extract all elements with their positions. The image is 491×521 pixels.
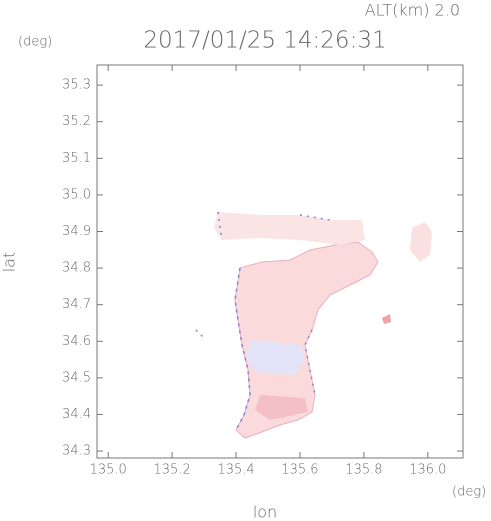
echo-edge (195, 211, 331, 396)
y-tick-label: 34.8 (62, 261, 91, 276)
y-tick-label: 35.0 (62, 187, 91, 202)
y-tick-label: 35.2 (62, 114, 91, 129)
x-axis-label: lon (253, 503, 277, 521)
y-axis-label: lat (0, 252, 19, 273)
x-tick-label: 135.6 (281, 463, 318, 478)
y-tick-label: 34.4 (62, 407, 91, 422)
chart-title: 2017/01/25 14:26:31 (143, 28, 386, 54)
y-tick-label: 34.7 (62, 297, 91, 312)
x-tick-label: 136.0 (409, 463, 446, 478)
echo-region (255, 395, 308, 420)
echo-region (410, 222, 432, 262)
altitude-label: ALT(km) 2.0 (365, 1, 460, 20)
y-tick-label: 34.6 (62, 334, 91, 349)
echo-region (214, 212, 365, 245)
echo-region (246, 340, 305, 375)
echo-field (195, 211, 432, 439)
y-tick-label: 34.9 (62, 224, 91, 239)
y-tick-label: 35.1 (62, 151, 91, 166)
y-tick-label: 34.3 (62, 444, 91, 459)
x-unit: (deg) (452, 485, 486, 500)
x-tick-label: 135.4 (217, 463, 254, 478)
echo-region (382, 314, 391, 324)
x-tick-label: 135.2 (154, 463, 191, 478)
echo-edge (234, 267, 251, 431)
y-tick-label: 34.5 (62, 370, 91, 385)
y-unit: (deg) (18, 35, 52, 50)
x-tick-label: 135.8 (345, 463, 382, 478)
plot-frame (96, 64, 464, 459)
x-tick-label: 135.0 (90, 463, 127, 478)
y-tick-label: 35.3 (62, 78, 91, 93)
